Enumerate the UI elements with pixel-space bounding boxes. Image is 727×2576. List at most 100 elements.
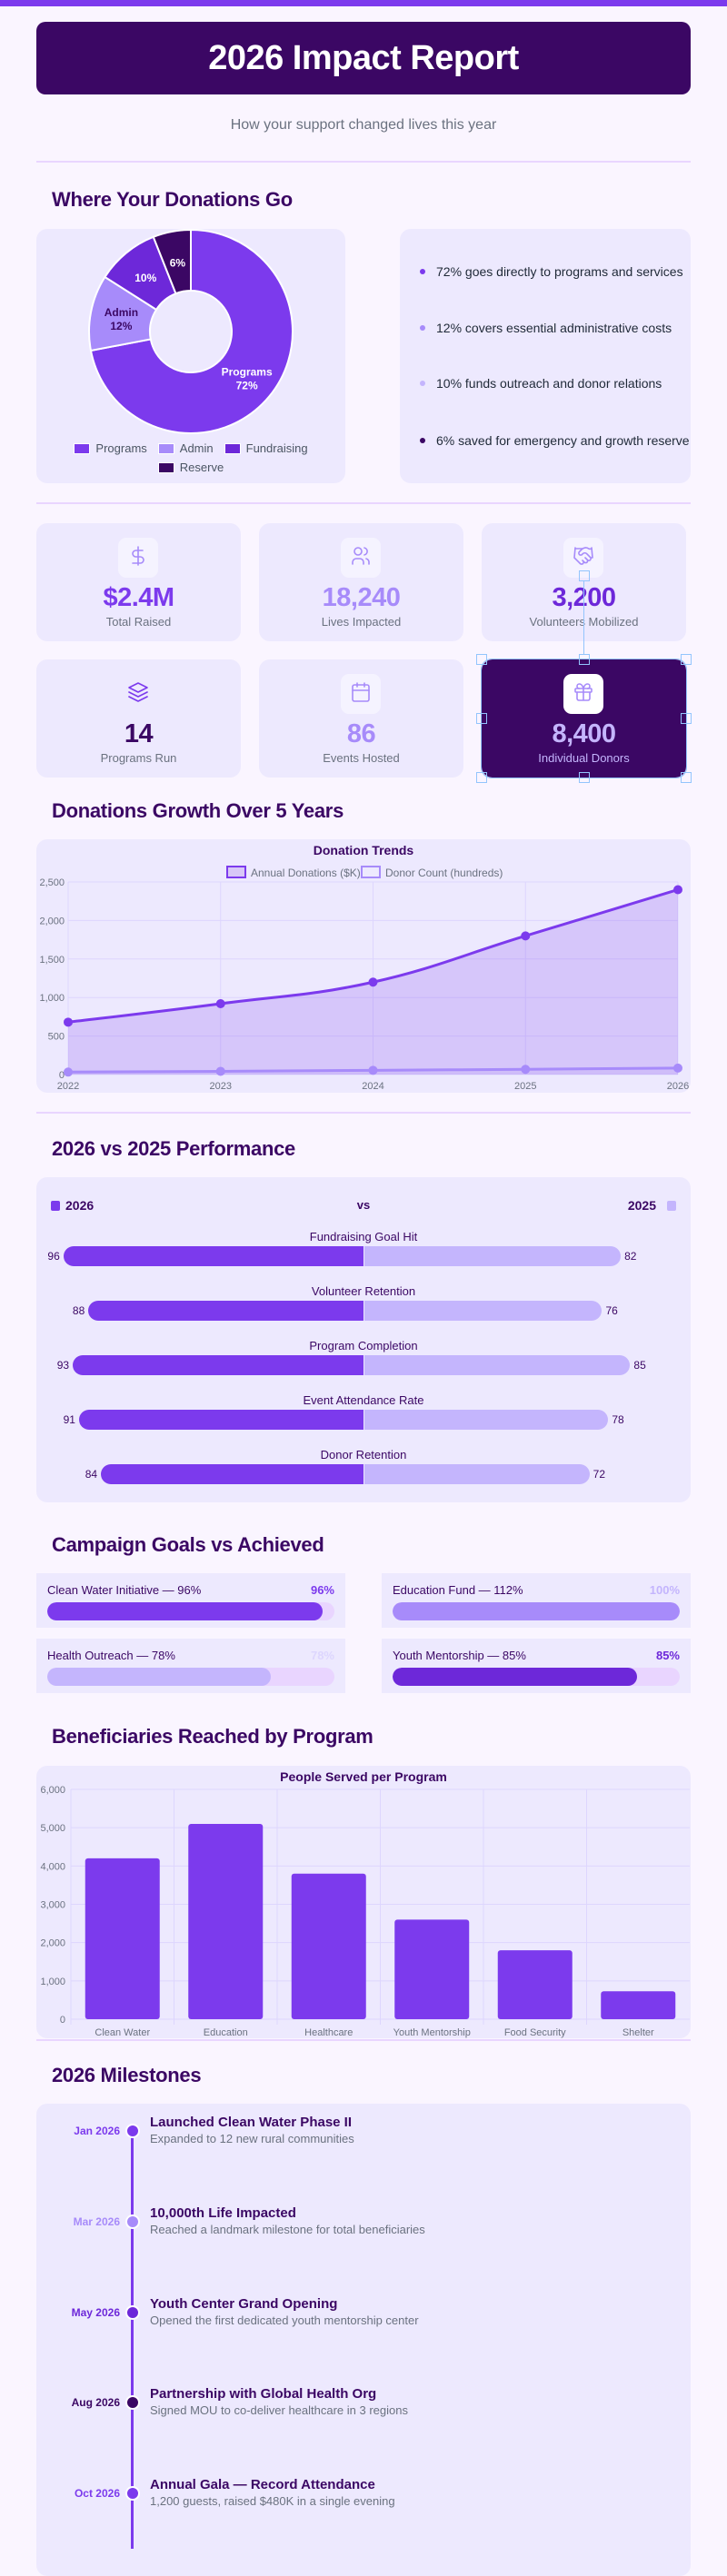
milestone-dot	[125, 2214, 140, 2229]
bar-2025	[364, 1246, 622, 1266]
metric-label: Program Completion	[309, 1339, 418, 1352]
slice-label: 12%	[110, 320, 132, 332]
selection-handle[interactable]	[579, 654, 590, 665]
x-tick-label: 2024	[362, 1081, 383, 1092]
selection-handle[interactable]	[681, 772, 692, 783]
campaign-percent: 78%	[310, 1649, 334, 1662]
legend-item-reserve[interactable]: Reserve	[157, 461, 224, 474]
divider	[36, 502, 691, 504]
bar-shelter[interactable]	[601, 1991, 676, 2019]
data-point[interactable]	[368, 1065, 378, 1075]
bar-healthcare[interactable]	[291, 1873, 366, 2019]
milestone-description: Reached a landmark milestone for total b…	[150, 2222, 425, 2236]
legend-label-2025: 2025	[627, 1198, 656, 1213]
gift-icon	[573, 681, 594, 708]
y-tick-label: 0	[60, 2015, 65, 2026]
bar-education[interactable]	[188, 1823, 264, 2019]
slice-label: Admin	[105, 306, 138, 319]
legend-label: Programs	[95, 441, 147, 455]
x-tick-label: Food Security	[504, 2027, 566, 2038]
campaign-label: Clean Water Initiative — 96%	[47, 1583, 202, 1597]
y-tick-label: 1,000	[40, 1977, 65, 1987]
bar-2025	[364, 1410, 609, 1430]
bar-youth-mentorship[interactable]	[394, 1919, 470, 2019]
legend-item-programs[interactable]: Programs	[74, 441, 147, 455]
data-point[interactable]	[64, 1017, 73, 1027]
bullet-dot	[420, 438, 425, 443]
bar-food-security[interactable]	[497, 1950, 573, 2019]
campaign-percent: 96%	[310, 1583, 334, 1597]
bar-2026	[78, 1410, 364, 1430]
chart-title: Donation Trends	[314, 843, 414, 857]
allocation-bullet: 12% covers essential administrative cost…	[420, 321, 672, 335]
selection-handle[interactable]	[579, 570, 590, 581]
data-point[interactable]	[215, 998, 225, 1008]
people-served-chart: People Served per Program 0 1,000 2,000 3,00…	[40, 1769, 690, 2038]
legend-swatch	[224, 442, 241, 454]
data-point[interactable]	[521, 931, 531, 941]
bar-2026	[63, 1246, 364, 1266]
bullet-text: 10% funds outreach and donor relations	[436, 376, 662, 391]
legend-label: Donor Count (hundreds)	[385, 867, 503, 879]
bullet-dot	[420, 381, 425, 386]
slice-label: Programs	[222, 365, 273, 378]
progress-fill	[393, 1602, 680, 1620]
legend-item-admin[interactable]: Admin	[157, 441, 214, 455]
stat-card-lives-impacted: 18,240 Lives Impacted	[259, 523, 463, 641]
milestone-description: Signed MOU to co-deliver healthcare in 3…	[150, 2403, 408, 2418]
milestone-title: Launched Clean Water Phase II	[150, 2115, 353, 2130]
value-2025: 85	[633, 1359, 646, 1372]
milestone-date: Aug 2026	[71, 2396, 120, 2410]
data-point[interactable]	[215, 1066, 225, 1076]
section-heading-donations: Where Your Donations Go	[52, 188, 293, 211]
selection-handle[interactable]	[476, 713, 487, 724]
chart-title: People Served per Program	[280, 1769, 447, 1784]
bar-clean-water[interactable]	[85, 1858, 160, 2019]
legend-swatch-2025	[667, 1201, 676, 1211]
metric-label: Donor Retention	[320, 1448, 407, 1461]
progress-track	[393, 1602, 680, 1620]
data-point[interactable]	[673, 1063, 682, 1073]
legend-swatch-2026	[51, 1201, 60, 1211]
metric-label: Event Attendance Rate	[303, 1393, 424, 1407]
donut-slice-programs[interactable]	[89, 229, 294, 434]
progress-track	[393, 1668, 680, 1686]
milestone-date: Mar 2026	[73, 2214, 120, 2228]
data-point[interactable]	[368, 977, 378, 987]
allocation-bullet: 10% funds outreach and donor relations	[420, 376, 662, 391]
layers-icon	[127, 681, 149, 708]
progress-fill	[47, 1668, 272, 1686]
milestone-title: Annual Gala — Record Attendance	[150, 2477, 375, 2493]
milestone-description: Opened the first dedicated youth mentors…	[150, 2313, 419, 2327]
x-tick-label: Education	[204, 2027, 248, 2038]
vs-label: vs	[356, 1198, 371, 1212]
legend-swatch	[74, 442, 91, 454]
donut-legend: Programs Admin Fundraising Reserve	[55, 441, 327, 474]
y-tick-label: 2,500	[39, 877, 65, 888]
progress-track	[47, 1602, 334, 1620]
y-tick-label: 1,000	[39, 993, 65, 1004]
y-tick-label: 5,000	[40, 1823, 65, 1834]
stat-value: 8,400	[552, 719, 616, 748]
data-point[interactable]	[64, 1067, 73, 1077]
data-point[interactable]	[673, 885, 682, 895]
selection-outline	[481, 659, 687, 778]
legend-swatch[interactable]	[226, 866, 246, 878]
bar-2026	[88, 1301, 364, 1321]
milestone-dot	[125, 2124, 140, 2138]
legend-swatch[interactable]	[361, 866, 381, 878]
x-tick-label: Youth Mentorship	[393, 2027, 471, 2038]
bar-2026	[101, 1464, 364, 1484]
section-heading-campaigns: Campaign Goals vs Achieved	[52, 1533, 324, 1556]
donut-slice-reserve[interactable]	[152, 229, 192, 295]
stat-card-programs-run: 14 Programs Run	[36, 659, 241, 778]
milestone-date: Oct 2026	[74, 2487, 120, 2501]
milestone-description: Expanded to 12 new rural communities	[150, 2132, 354, 2145]
data-point[interactable]	[521, 1065, 531, 1075]
divider	[36, 161, 691, 163]
donation-trends-chart: Donation Trends Annual Donations ($K) Dono…	[39, 843, 689, 1092]
stat-card-total-raised: $2.4M Total Raised	[36, 523, 241, 641]
bullet-dot	[420, 269, 425, 274]
x-tick-label: 2022	[57, 1081, 79, 1092]
legend-item-fundraising[interactable]: Fundraising	[224, 441, 308, 455]
